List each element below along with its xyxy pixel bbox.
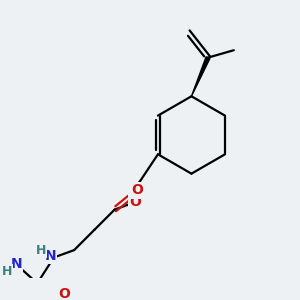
Text: O: O <box>58 287 70 300</box>
Text: H: H <box>36 244 46 256</box>
Text: N: N <box>44 249 56 262</box>
Text: O: O <box>131 183 143 197</box>
Text: H: H <box>2 265 12 278</box>
Polygon shape <box>191 57 210 96</box>
Text: N: N <box>10 257 22 271</box>
Text: O: O <box>129 195 141 209</box>
